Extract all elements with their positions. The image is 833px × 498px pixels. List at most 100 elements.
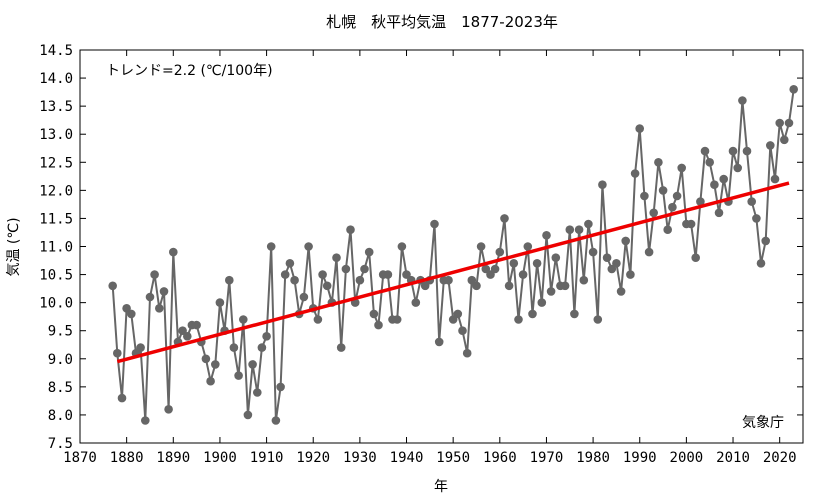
data-point [742,146,752,156]
x-tick-label: 1880 [110,450,144,466]
y-tick-label: 12.5 [39,155,73,171]
data-point [551,253,561,262]
data-point [528,309,537,319]
data-point [579,275,589,285]
data-point [392,315,402,324]
data-point [509,259,519,268]
data-point [318,270,327,279]
data-point [495,247,505,257]
data-point [635,124,644,133]
data-point [756,259,766,268]
data-point [537,298,547,307]
data-point [472,281,481,291]
data-point [574,225,584,234]
data-point [155,304,164,313]
y-tick-label: 11.5 [39,211,73,227]
y-tick-label: 14.0 [39,71,73,87]
data-point [271,416,281,425]
data-point [612,259,621,268]
data-point [518,270,528,279]
y-tick-label: 9.5 [48,324,73,340]
data-point [761,236,770,246]
y-tick-label: 10.0 [39,296,73,312]
data-point [705,158,714,167]
x-axis-title: 年 [434,479,448,495]
data-point [239,315,248,324]
data-point [570,309,579,319]
data-point [686,219,696,229]
data-point [663,225,672,234]
x-tick-label: 1950 [436,450,470,466]
data-point [476,242,486,251]
data-point [598,180,607,189]
data-point [714,208,724,218]
data-point [332,253,341,262]
data-point [364,247,374,257]
data-point [775,118,784,128]
x-tick-label: 1960 [483,450,517,466]
series-polyline [111,89,795,421]
y-tick-label: 10.5 [39,268,73,284]
data-point [346,225,355,234]
data-point [336,343,346,352]
data-point [733,163,742,173]
data-point [616,287,626,296]
data-point [411,298,421,307]
data-point [560,281,570,291]
data-point [546,287,556,296]
x-tick-label: 1980 [576,450,610,466]
data-point [565,225,575,234]
y-tick-labels: 7.5 8.0 8.5 9.0 9.5 10.0 10.5 11.0 11.5 12.0 12.5 1… [39,43,73,452]
data-point [369,309,379,319]
x-tick-label: 1940 [390,450,424,466]
data-point [215,298,225,307]
data-point [738,96,747,105]
x-tick-label: 1890 [156,450,190,466]
axis-ticks [79,49,803,444]
y-tick-label: 14.5 [39,43,73,59]
data-point [434,337,444,347]
data-point [169,247,178,257]
data-point [607,264,617,274]
data-point [696,197,705,206]
y-tick-label: 11.0 [39,240,73,256]
data-point [644,247,654,257]
data-point [500,214,509,223]
series-line [111,89,795,421]
data-point [397,242,407,251]
trend-line [116,181,790,364]
data-point [290,275,299,285]
data-point [532,259,542,268]
data-point [691,253,700,262]
trend-label: トレンド=2.2 (℃/100年) [106,63,273,79]
data-point [700,146,710,156]
y-tick-label: 13.5 [39,99,73,115]
data-point [504,281,514,291]
x-tick-label: 1930 [343,450,377,466]
data-point [588,247,598,257]
x-tick-label: 1910 [250,450,284,466]
data-point [584,219,593,229]
data-point [672,191,682,201]
data-point [747,197,756,206]
data-point [542,231,551,240]
data-point [108,281,117,291]
data-point [654,158,663,167]
data-point [127,309,136,319]
data-point [145,292,155,302]
data-point [113,348,122,358]
data-point [285,259,295,268]
data-point [462,348,472,358]
y-tick-label: 7.5 [48,436,73,452]
data-point [649,208,658,218]
data-point [248,360,257,369]
x-tick-label: 2000 [670,450,704,466]
x-tick-label: 1920 [296,450,330,466]
data-point [630,169,640,178]
data-point [225,275,234,285]
data-point [299,292,309,302]
data-point [360,264,369,274]
data-point [206,376,215,386]
x-tick-label: 1970 [530,450,564,466]
